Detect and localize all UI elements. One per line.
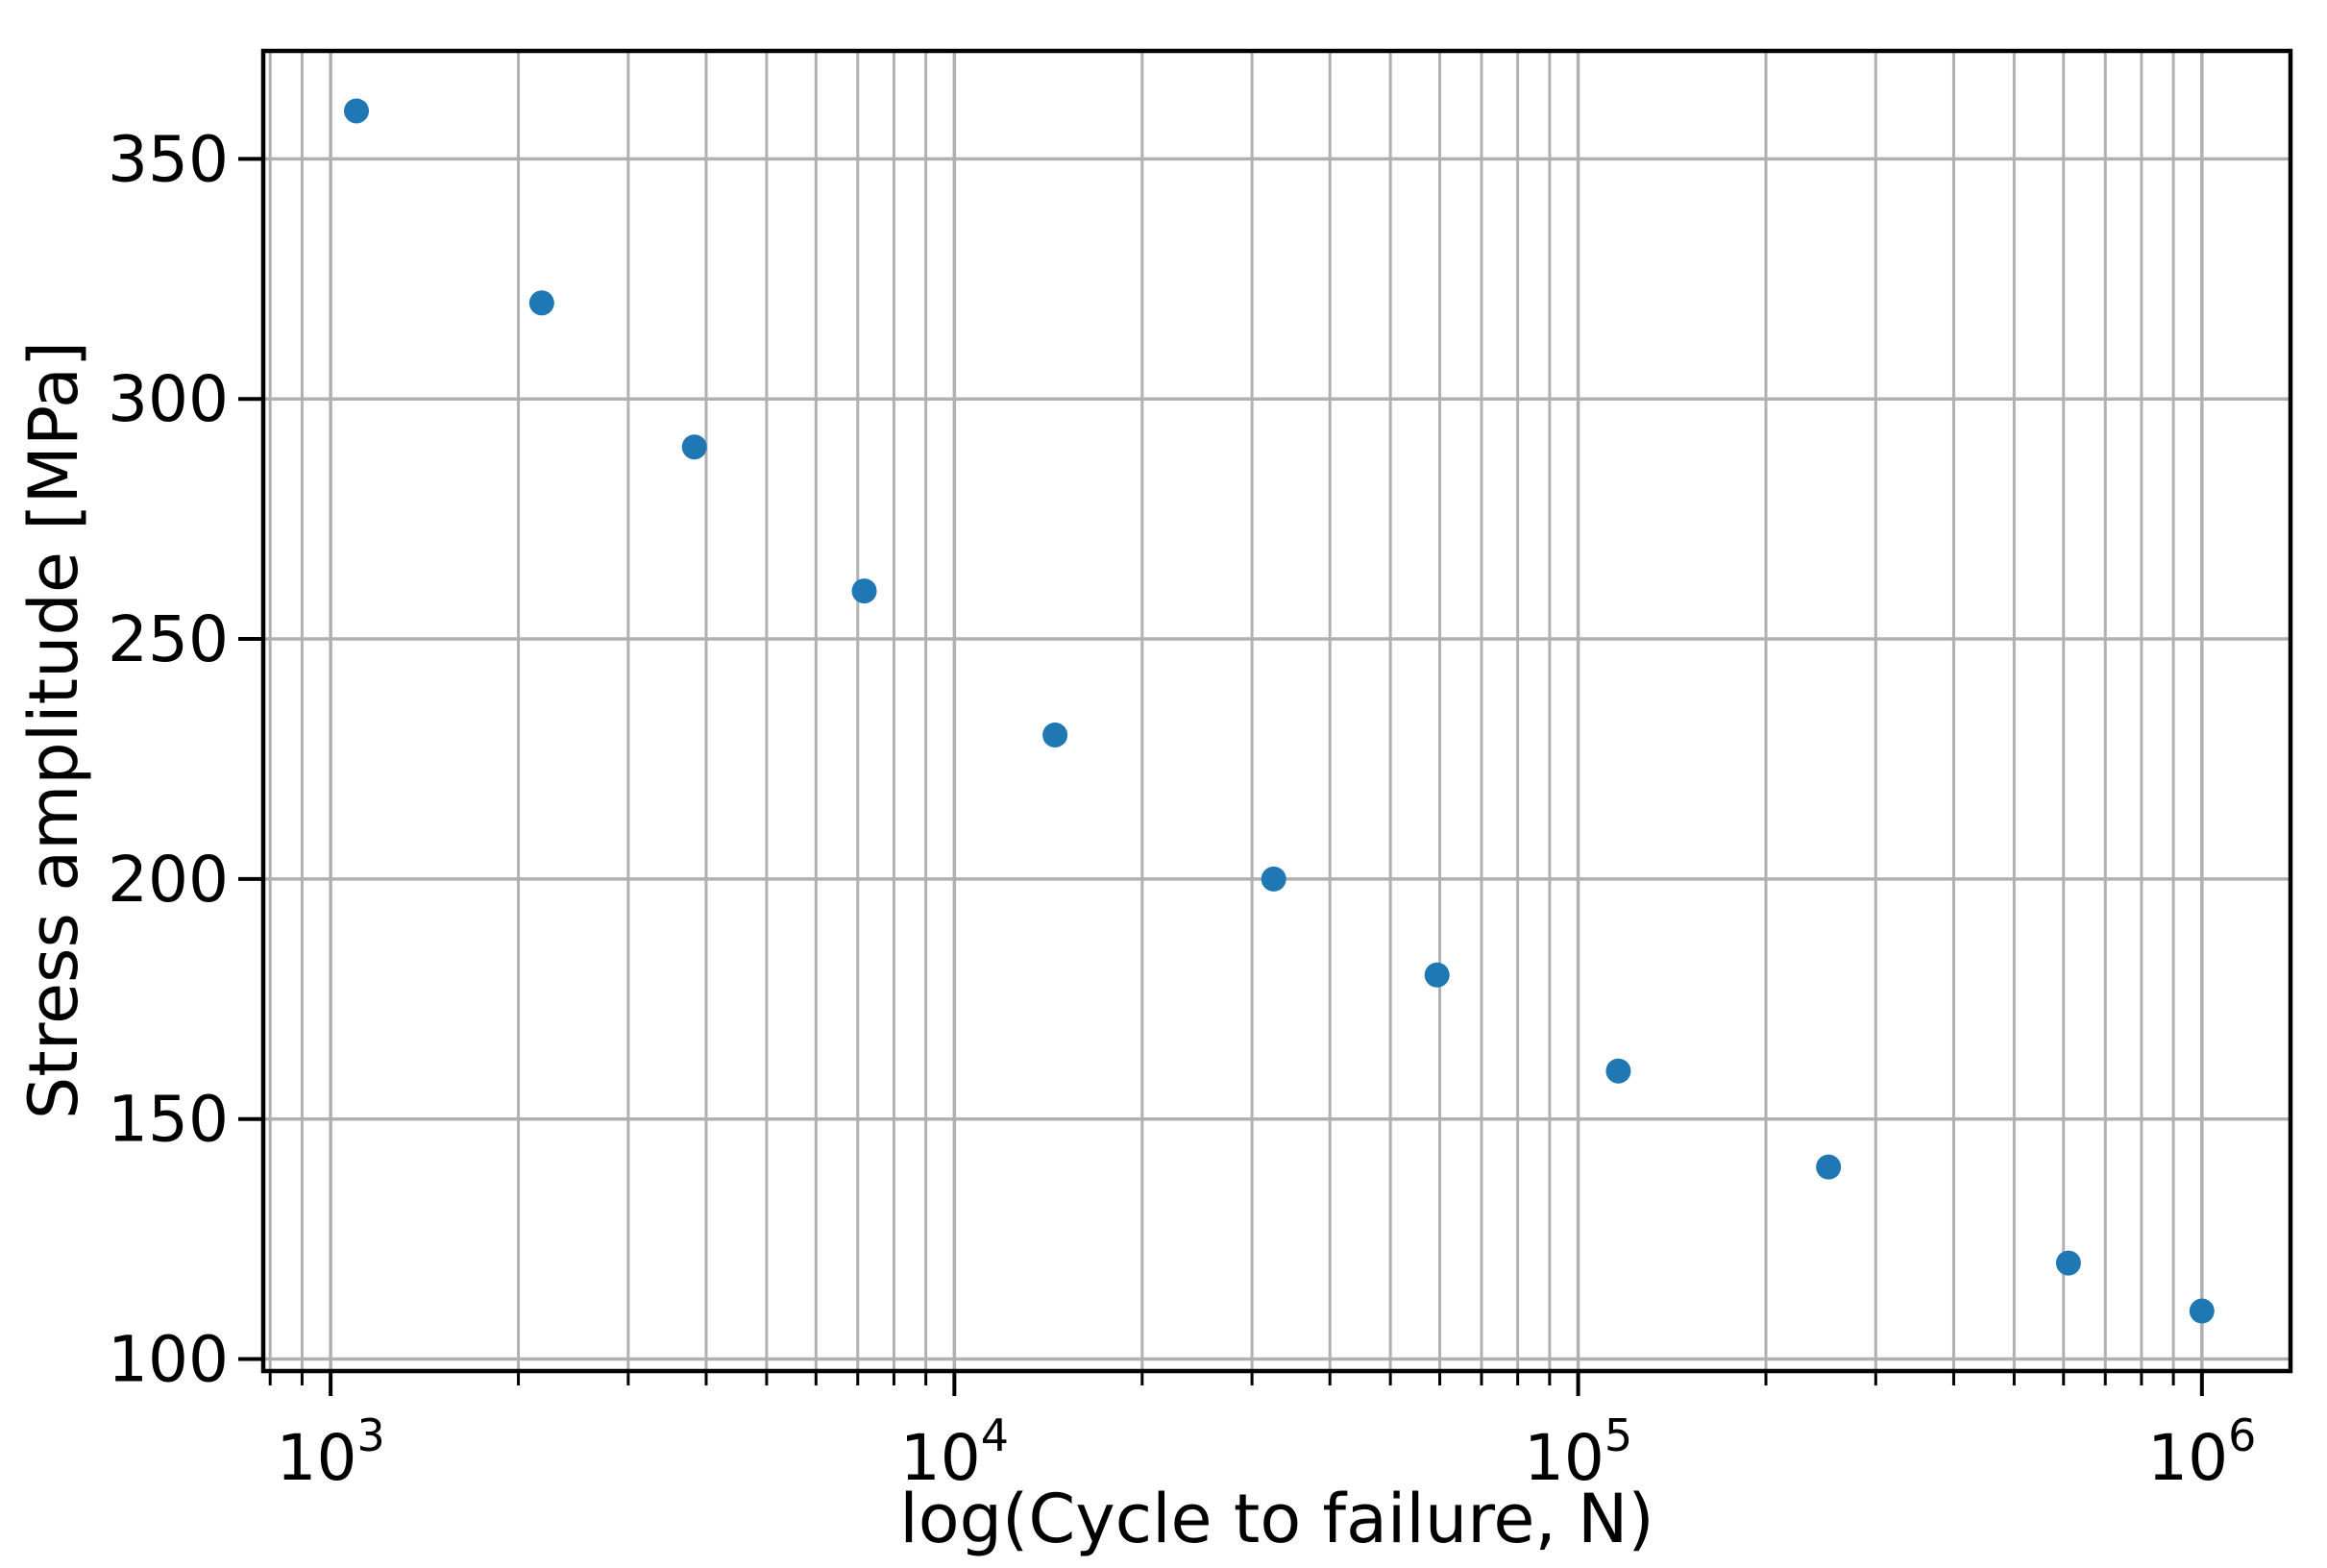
data-points-layer [343,98,2215,1324]
data-point [1605,1058,1631,1084]
x-axis-label: log(Cycle to failure, N) [899,1480,1653,1558]
plot-border [260,48,2293,1374]
y-tick-label: 100 [108,1323,229,1397]
data-point [528,290,554,316]
data-point [2189,1298,2215,1324]
data-point [1261,866,1286,892]
y-axis-label: Stress amplitude [MPa] [14,341,93,1119]
data-point [1424,962,1450,988]
data-point [1042,722,1068,747]
tick-marks-layer [238,157,2204,1396]
y-tick-label: 150 [108,1083,229,1157]
data-point [681,434,707,460]
y-tick-label: 350 [108,122,229,196]
y-tick-label: 300 [108,362,229,436]
data-point [1816,1154,1842,1180]
x-tick-label: 103 [276,1409,384,1495]
x-tick-label: 106 [2147,1409,2256,1495]
y-tick-label: 200 [108,843,229,917]
y-tick-label: 250 [108,602,229,676]
data-point [851,578,877,604]
data-point [2055,1250,2081,1276]
data-point [343,98,369,124]
gridlines-layer [263,51,2290,1371]
